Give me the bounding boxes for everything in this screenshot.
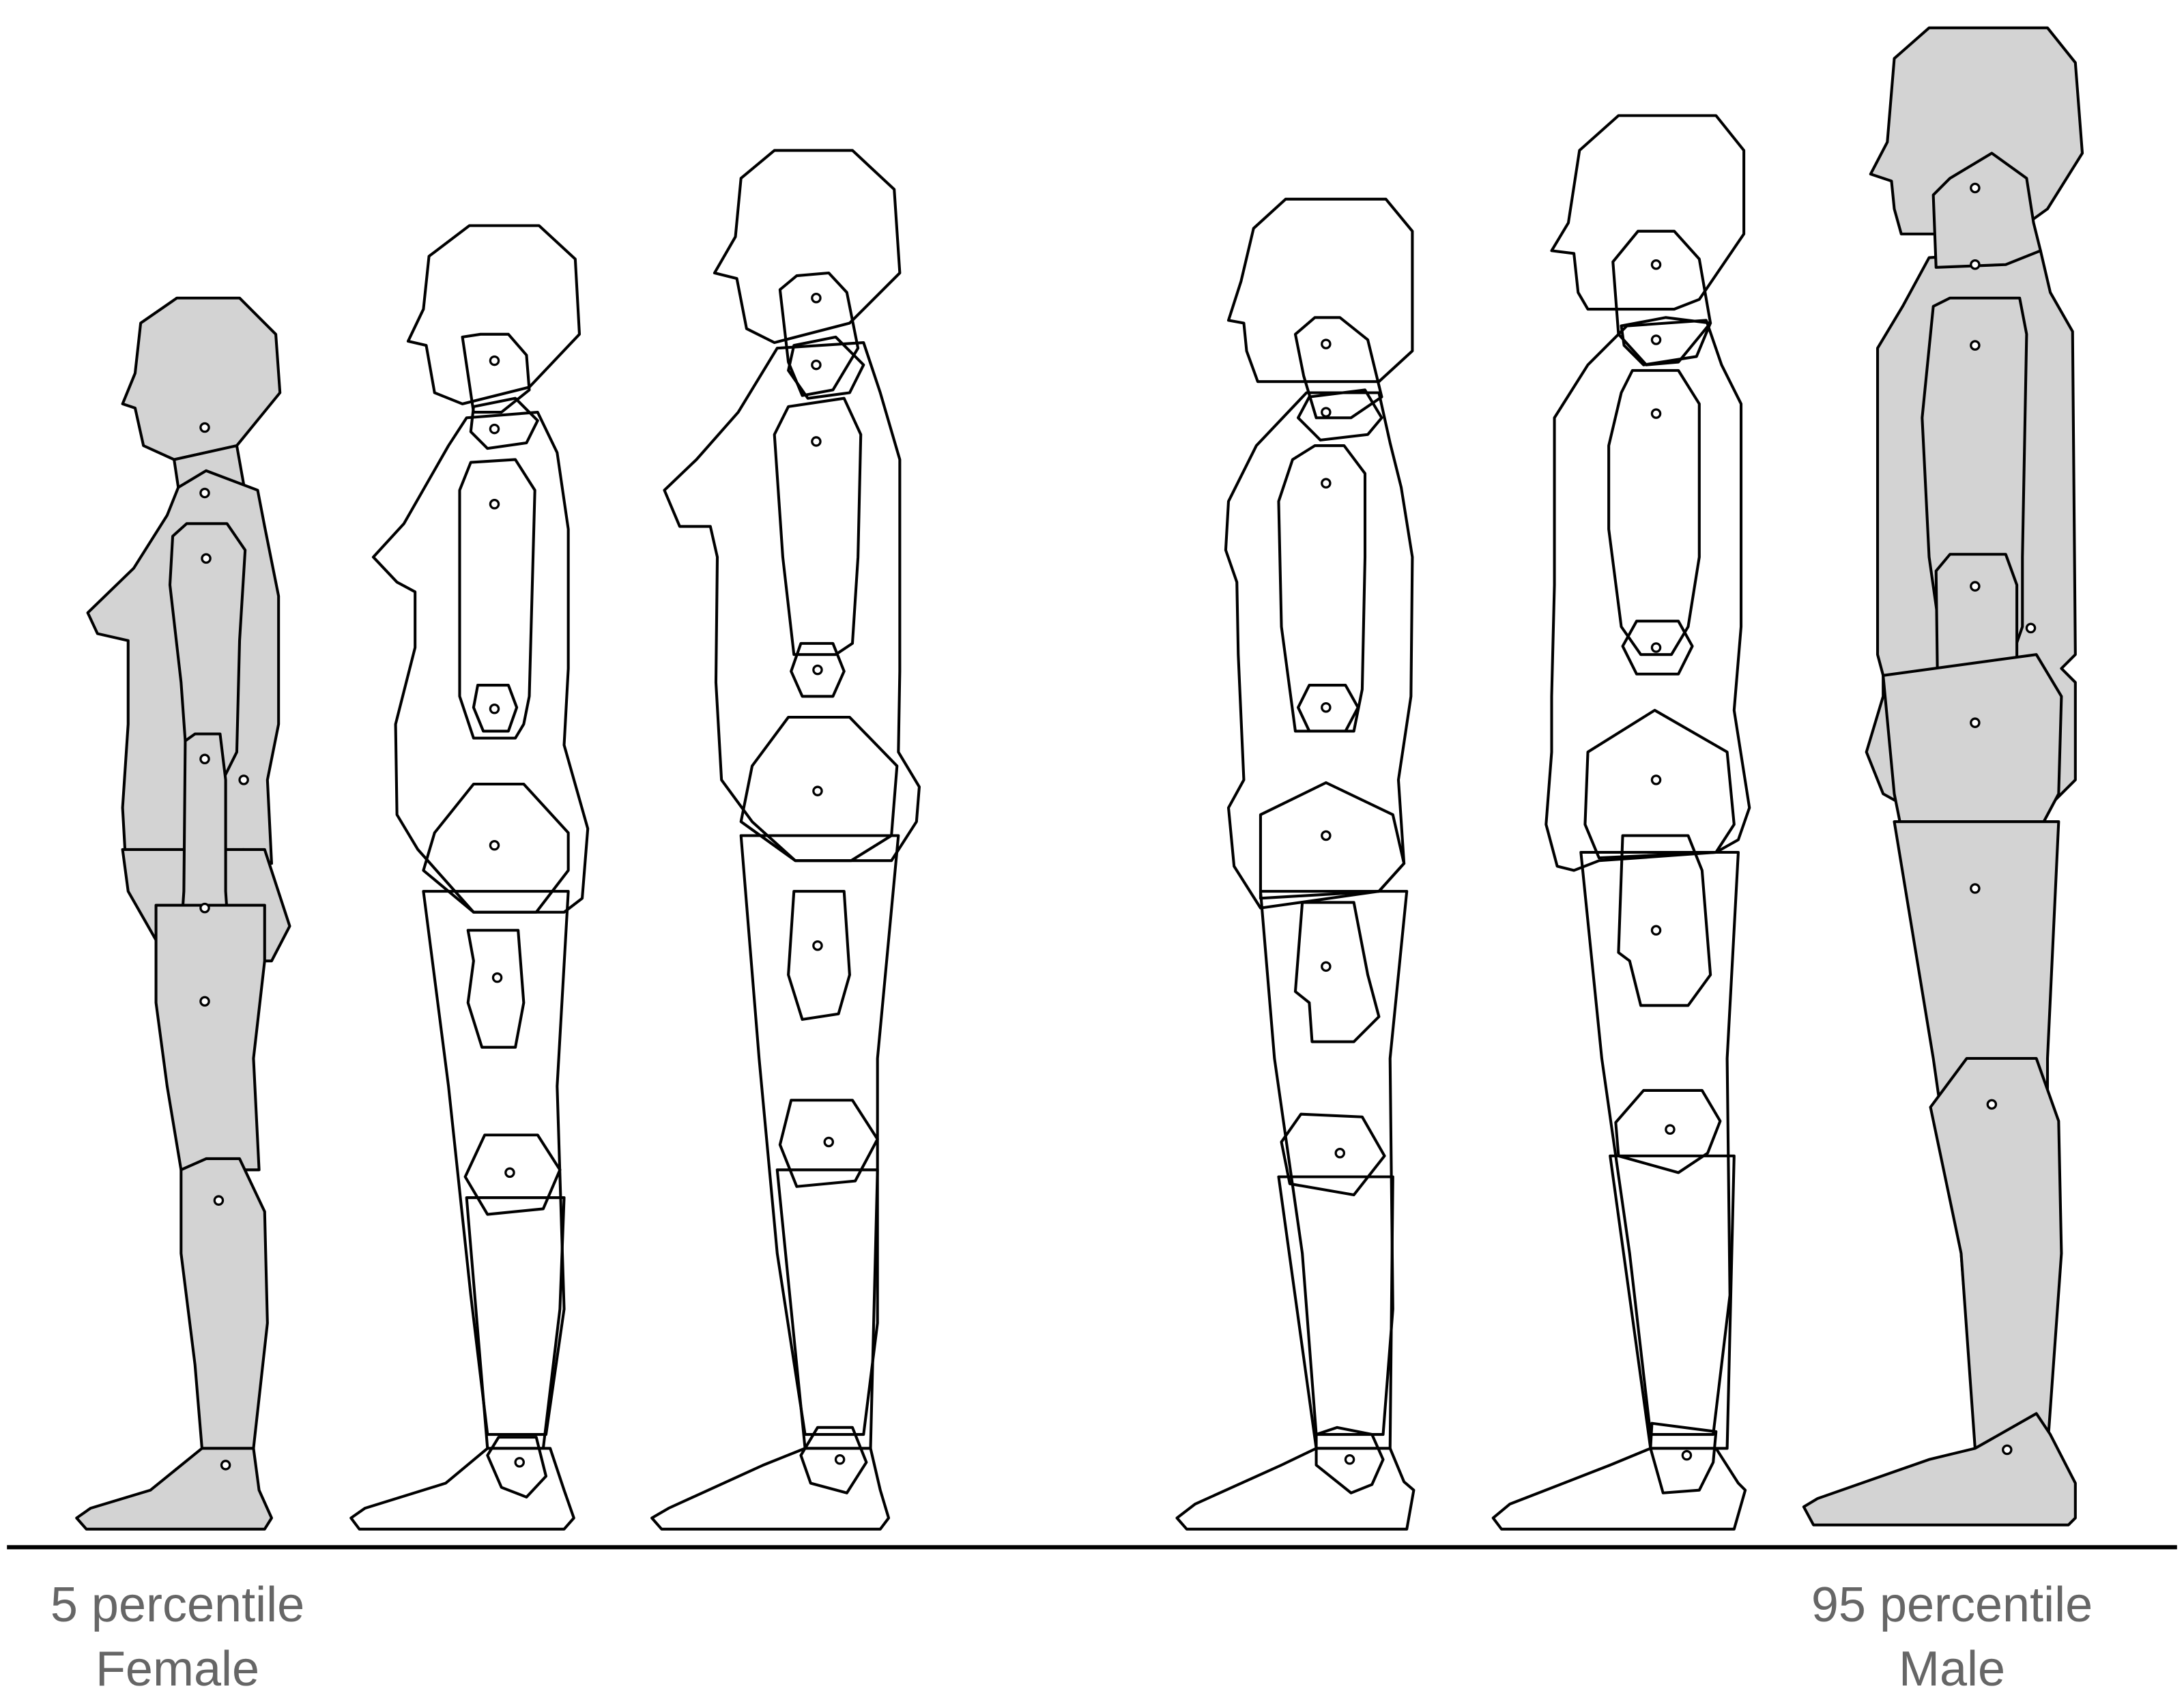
torso xyxy=(371,411,590,914)
upper-arm xyxy=(168,522,247,781)
elbow-hex xyxy=(790,641,846,698)
upper-arm xyxy=(773,396,863,656)
caption-left-line1: 5 percentile xyxy=(50,1578,305,1632)
knee-hex xyxy=(1280,1112,1386,1197)
shin xyxy=(1277,1175,1394,1450)
knee-hex xyxy=(778,1099,879,1188)
figure-female-2 xyxy=(349,224,590,1531)
hip-oct xyxy=(1583,708,1736,860)
neck xyxy=(1611,229,1712,366)
elbow-hex xyxy=(472,684,519,733)
caption-right-line1: 95 percentile xyxy=(1811,1578,2093,1632)
foot xyxy=(75,1447,273,1531)
pelvis xyxy=(1882,653,2063,840)
knee-hex xyxy=(1614,1088,1722,1174)
forearm xyxy=(787,890,851,1021)
hip-oct xyxy=(739,715,899,863)
foot xyxy=(1491,1447,1747,1531)
upper-arm xyxy=(458,458,536,740)
shin xyxy=(1929,1056,2063,1450)
ankle-hex xyxy=(486,1436,548,1499)
thigh xyxy=(1259,890,1409,1436)
foot xyxy=(1802,1412,2077,1527)
caption-5th-percentile-female: 5 percentile Female xyxy=(20,1573,334,1701)
thigh xyxy=(1579,850,1740,1436)
neck xyxy=(461,332,531,414)
chin-hex xyxy=(1620,316,1712,366)
head xyxy=(121,296,282,461)
head xyxy=(713,149,902,345)
torso xyxy=(1224,391,1414,910)
figure-male-95th xyxy=(1802,26,2084,1527)
neck xyxy=(1293,316,1383,420)
foot xyxy=(349,1447,575,1531)
figure-female-3 xyxy=(650,149,921,1531)
caption-95th-percentile-male: 95 percentile Male xyxy=(1774,1573,2129,1701)
shin xyxy=(775,1168,879,1450)
forearm xyxy=(1617,834,1712,1007)
foot xyxy=(1175,1447,1416,1531)
figure-male-4 xyxy=(1175,197,1416,1531)
head xyxy=(406,224,581,405)
hip-oct xyxy=(422,782,570,914)
torso xyxy=(663,341,921,863)
elbow-hex xyxy=(1621,620,1694,676)
neck xyxy=(1931,151,2042,269)
upper-arm xyxy=(1607,368,1701,656)
chin-hex xyxy=(787,335,865,400)
neck xyxy=(778,271,860,397)
figure-male-5 xyxy=(1491,114,1751,1531)
ankle-hex xyxy=(799,1426,868,1494)
foot xyxy=(650,1447,891,1531)
ankle-hex xyxy=(1314,1426,1385,1494)
chin-hex xyxy=(469,396,539,450)
caption-right-line2: Male xyxy=(1898,1642,2006,1696)
hip-oct xyxy=(1259,781,1406,900)
shin xyxy=(179,1157,269,1450)
upper-arm xyxy=(1277,444,1367,733)
chin-hex xyxy=(1297,388,1383,442)
thigh xyxy=(154,903,266,1172)
torso xyxy=(1544,319,1751,872)
forearm xyxy=(1293,901,1381,1043)
shin xyxy=(465,1196,566,1450)
thigh xyxy=(739,834,900,1436)
figure-female-5th xyxy=(75,296,291,1531)
knee-hex xyxy=(463,1133,562,1216)
caption-left-line2: Female xyxy=(95,1642,260,1696)
elbow-hex xyxy=(1297,684,1360,733)
head xyxy=(1226,197,1414,384)
head xyxy=(1550,114,1746,311)
forearm xyxy=(466,929,526,1049)
head xyxy=(1869,26,2084,235)
shin xyxy=(1609,1154,1736,1450)
